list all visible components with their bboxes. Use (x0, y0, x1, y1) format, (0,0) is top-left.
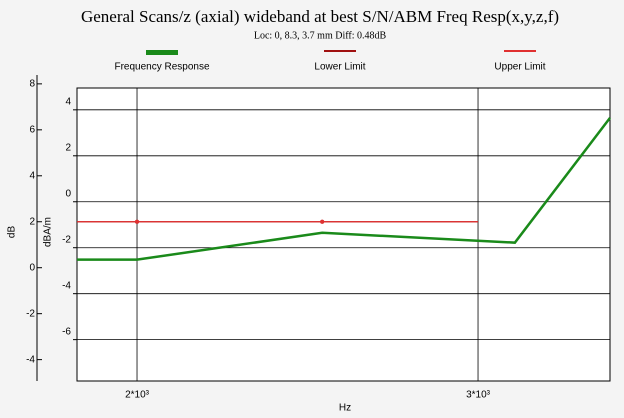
chart-subtitle: Loc: 0, 8.3, 3.7 mm Diff: 0.48dB (254, 30, 387, 41)
series-line (77, 117, 611, 261)
legend-swatch (324, 50, 356, 52)
y-tick-label: -6 (62, 326, 71, 337)
y-tick-label: -2 (62, 234, 71, 245)
x-tick-label: 3*10³ (466, 390, 491, 401)
legend-swatch (146, 50, 178, 55)
y-tick-label: 0 (65, 188, 71, 199)
legend-label: Lower Limit (314, 62, 365, 73)
y2-tick-label: 6 (29, 124, 35, 135)
y-tick-label: -4 (62, 280, 71, 291)
x-tick-label: 2*10³ (125, 390, 150, 401)
y2-tick-label: 2 (29, 216, 35, 227)
y-axis-label: dBA/m (43, 217, 54, 247)
chart-title: General Scans/z (axial) wideband at best… (81, 7, 559, 26)
y2-tick-label: 4 (29, 170, 35, 181)
y2-axis-label: dB (7, 226, 18, 239)
legend-label: Frequency Response (114, 62, 209, 73)
legend-swatch (504, 50, 536, 52)
y2-tick-label: 0 (29, 262, 35, 273)
legend-label: Upper Limit (494, 62, 545, 73)
limit-point (320, 219, 325, 224)
y2-tick-label: -4 (26, 354, 35, 365)
limit-point (135, 219, 140, 224)
y2-tick-label: 8 (29, 79, 35, 90)
y-tick-label: 2 (65, 142, 71, 153)
x-axis-label: Hz (339, 403, 351, 414)
y-tick-label: 4 (65, 96, 71, 107)
y2-tick-label: -2 (26, 308, 35, 319)
